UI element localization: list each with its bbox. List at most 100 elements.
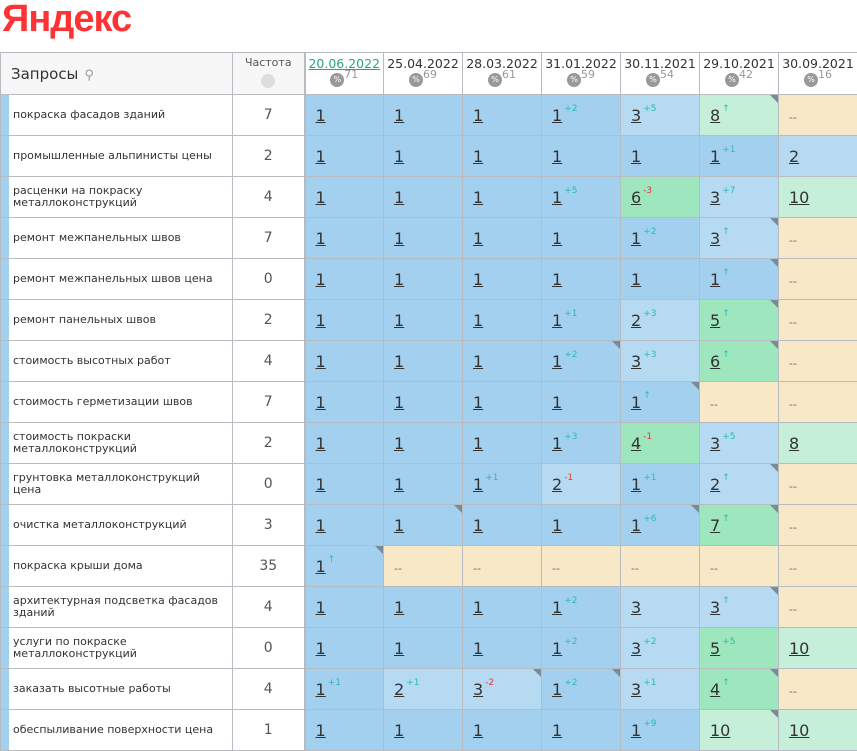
position-link[interactable]: 3 <box>710 229 720 248</box>
position-cell[interactable]: 3-2 <box>463 669 542 710</box>
position-cell[interactable]: 1 <box>463 218 542 259</box>
position-link[interactable]: 1 <box>316 188 326 207</box>
position-link[interactable]: 1 <box>394 311 404 330</box>
position-cell[interactable]: 3↑ <box>700 218 779 259</box>
position-link[interactable]: 10 <box>789 639 809 658</box>
position-cell[interactable]: 1 <box>542 136 621 177</box>
position-link[interactable]: 1 <box>316 721 326 740</box>
position-link[interactable]: 1 <box>710 147 720 166</box>
position-link[interactable]: 1 <box>473 393 483 412</box>
position-cell[interactable]: 1+1 <box>305 669 384 710</box>
position-cell[interactable]: 3+2 <box>621 628 700 669</box>
position-link[interactable]: 1 <box>316 311 326 330</box>
position-link[interactable]: 1 <box>473 516 483 535</box>
position-cell[interactable]: 1 <box>463 95 542 136</box>
position-cell[interactable]: -- <box>779 587 857 628</box>
position-link[interactable]: 10 <box>789 721 809 740</box>
position-link[interactable]: 4 <box>631 434 641 453</box>
position-link[interactable]: 1 <box>394 393 404 412</box>
position-link[interactable]: 10 <box>789 188 809 207</box>
position-cell[interactable]: 1 <box>305 505 384 546</box>
position-cell[interactable]: 1 <box>384 136 463 177</box>
date-column-header[interactable]: 28.03.2022%61 <box>463 53 542 95</box>
position-cell[interactable]: 6-3 <box>621 177 700 218</box>
position-link[interactable]: 3 <box>710 598 720 617</box>
position-link[interactable]: 1 <box>552 721 562 740</box>
position-link[interactable]: 1 <box>316 106 326 125</box>
position-cell[interactable]: 3+7 <box>700 177 779 218</box>
position-cell[interactable]: 1 <box>384 505 463 546</box>
position-cell[interactable]: 1 <box>621 259 700 300</box>
position-cell[interactable]: 1 <box>384 628 463 669</box>
position-link[interactable]: 1 <box>552 352 562 371</box>
position-link[interactable]: 1 <box>473 721 483 740</box>
position-link[interactable]: 1 <box>316 434 326 453</box>
position-link[interactable]: 1 <box>631 475 641 494</box>
position-cell[interactable]: 1 <box>463 710 542 751</box>
position-cell[interactable]: -- <box>779 382 857 423</box>
position-link[interactable]: 8 <box>789 434 799 453</box>
position-link[interactable]: 1 <box>394 106 404 125</box>
position-cell[interactable]: 1 <box>463 628 542 669</box>
position-cell[interactable]: 1↑ <box>700 259 779 300</box>
position-cell[interactable]: 1 <box>305 587 384 628</box>
position-cell[interactable]: 8 <box>779 423 857 464</box>
position-link[interactable]: 1 <box>394 147 404 166</box>
position-cell[interactable]: 10 <box>700 710 779 751</box>
position-cell[interactable]: -- <box>621 546 700 587</box>
position-cell[interactable]: 1 <box>305 136 384 177</box>
position-cell[interactable]: -- <box>542 546 621 587</box>
position-cell[interactable]: 1 <box>384 341 463 382</box>
queries-header[interactable]: Запросы⚲ <box>1 53 233 95</box>
position-link[interactable]: 1 <box>552 311 562 330</box>
position-cell[interactable]: -- <box>779 341 857 382</box>
position-link[interactable]: 3 <box>710 434 720 453</box>
position-cell[interactable]: 1↑ <box>305 546 384 587</box>
position-link[interactable]: 1 <box>316 352 326 371</box>
position-cell[interactable]: 3 <box>621 587 700 628</box>
position-cell[interactable]: 7↑ <box>700 505 779 546</box>
position-cell[interactable]: -- <box>779 218 857 259</box>
position-cell[interactable]: 1+9 <box>621 710 700 751</box>
position-link[interactable]: 1 <box>316 475 326 494</box>
position-link[interactable]: 1 <box>394 229 404 248</box>
position-link[interactable]: 1 <box>552 270 562 289</box>
position-link[interactable]: 1 <box>316 516 326 535</box>
position-link[interactable]: 1 <box>473 434 483 453</box>
position-cell[interactable]: 1 <box>305 300 384 341</box>
position-cell[interactable]: 5↑ <box>700 300 779 341</box>
position-cell[interactable]: 2-1 <box>542 464 621 505</box>
position-cell[interactable]: 1 <box>384 710 463 751</box>
position-cell[interactable]: 1 <box>305 710 384 751</box>
position-link[interactable]: 10 <box>710 721 730 740</box>
position-cell[interactable]: 3+1 <box>621 669 700 710</box>
date-column-header[interactable]: 31.01.2022%59 <box>542 53 621 95</box>
position-link[interactable]: 1 <box>473 270 483 289</box>
position-cell[interactable]: 10 <box>779 628 857 669</box>
position-link[interactable]: 3 <box>631 639 641 658</box>
position-link[interactable]: 1 <box>631 393 641 412</box>
position-cell[interactable]: 5+5 <box>700 628 779 669</box>
position-cell[interactable]: -- <box>700 546 779 587</box>
position-link[interactable]: 1 <box>473 188 483 207</box>
position-cell[interactable]: 1 <box>542 710 621 751</box>
position-cell[interactable]: 1 <box>305 177 384 218</box>
position-cell[interactable]: 1+2 <box>621 218 700 259</box>
position-link[interactable]: 1 <box>552 639 562 658</box>
position-link[interactable]: 1 <box>631 229 641 248</box>
position-link[interactable]: 1 <box>473 229 483 248</box>
position-link[interactable]: 6 <box>710 352 720 371</box>
position-link[interactable]: 5 <box>710 639 720 658</box>
position-cell[interactable]: 2+1 <box>384 669 463 710</box>
position-link[interactable]: 1 <box>394 721 404 740</box>
position-link[interactable]: 7 <box>710 516 720 535</box>
search-icon[interactable]: ⚲ <box>84 68 94 83</box>
position-cell[interactable]: 1+2 <box>542 95 621 136</box>
position-cell[interactable]: 1 <box>463 136 542 177</box>
position-cell[interactable]: 1+2 <box>542 341 621 382</box>
position-link[interactable]: 1 <box>394 352 404 371</box>
position-cell[interactable]: 1 <box>305 259 384 300</box>
position-link[interactable]: 1 <box>316 639 326 658</box>
position-cell[interactable]: 1 <box>305 218 384 259</box>
position-cell[interactable]: 1 <box>305 423 384 464</box>
